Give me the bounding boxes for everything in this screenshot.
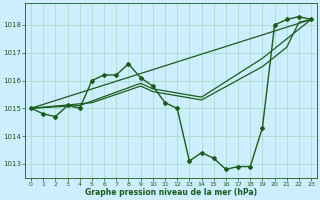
X-axis label: Graphe pression niveau de la mer (hPa): Graphe pression niveau de la mer (hPa) (85, 188, 257, 197)
